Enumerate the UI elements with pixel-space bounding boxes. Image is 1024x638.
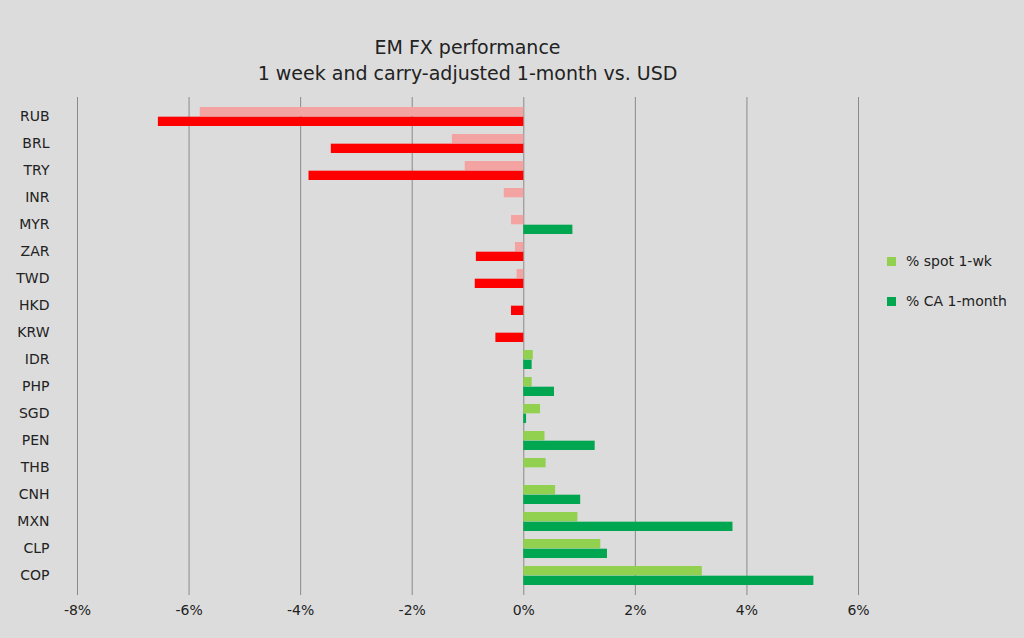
svg-text:MXN: MXN bbox=[17, 513, 49, 529]
svg-text:HKD: HKD bbox=[19, 297, 50, 313]
svg-text:PHP: PHP bbox=[22, 378, 49, 394]
svg-text:COP: COP bbox=[20, 567, 49, 583]
svg-text:-2%: -2% bbox=[399, 602, 426, 618]
svg-text:SGD: SGD bbox=[19, 405, 50, 421]
svg-text:THB: THB bbox=[20, 459, 50, 475]
svg-text:ZAR: ZAR bbox=[21, 243, 50, 259]
svg-text:BRL: BRL bbox=[22, 135, 49, 151]
svg-text:MYR: MYR bbox=[19, 216, 50, 232]
svg-text:TRY: TRY bbox=[23, 162, 50, 178]
svg-text:IDR: IDR bbox=[25, 351, 50, 367]
html-text:% spot 1-wk: % spot 1-wk bbox=[906, 253, 992, 269]
svg-text:RUB: RUB bbox=[20, 108, 50, 124]
html-text:1 week and carry-adjusted 1-mo: 1 week and carry-adjusted 1-month vs. US… bbox=[257, 62, 678, 84]
svg-text:CNH: CNH bbox=[19, 486, 50, 502]
html-text:EM FX performance: EM FX performance bbox=[374, 36, 561, 58]
svg-text:6%: 6% bbox=[847, 602, 869, 618]
svg-text:TWD: TWD bbox=[15, 270, 49, 286]
svg-text:0%: 0% bbox=[513, 602, 535, 618]
svg-text:4%: 4% bbox=[736, 602, 758, 618]
svg-text:CLP: CLP bbox=[23, 540, 49, 556]
svg-text:-8%: -8% bbox=[64, 602, 91, 618]
svg-text:INR: INR bbox=[25, 189, 50, 205]
svg-text:-4%: -4% bbox=[287, 602, 314, 618]
svg-text:KRW: KRW bbox=[17, 324, 49, 340]
svg-text:-6%: -6% bbox=[175, 602, 202, 618]
svg-text:PEN: PEN bbox=[22, 432, 50, 448]
html-text:% CA 1-month: % CA 1-month bbox=[906, 293, 1007, 309]
svg-text:2%: 2% bbox=[624, 602, 646, 618]
